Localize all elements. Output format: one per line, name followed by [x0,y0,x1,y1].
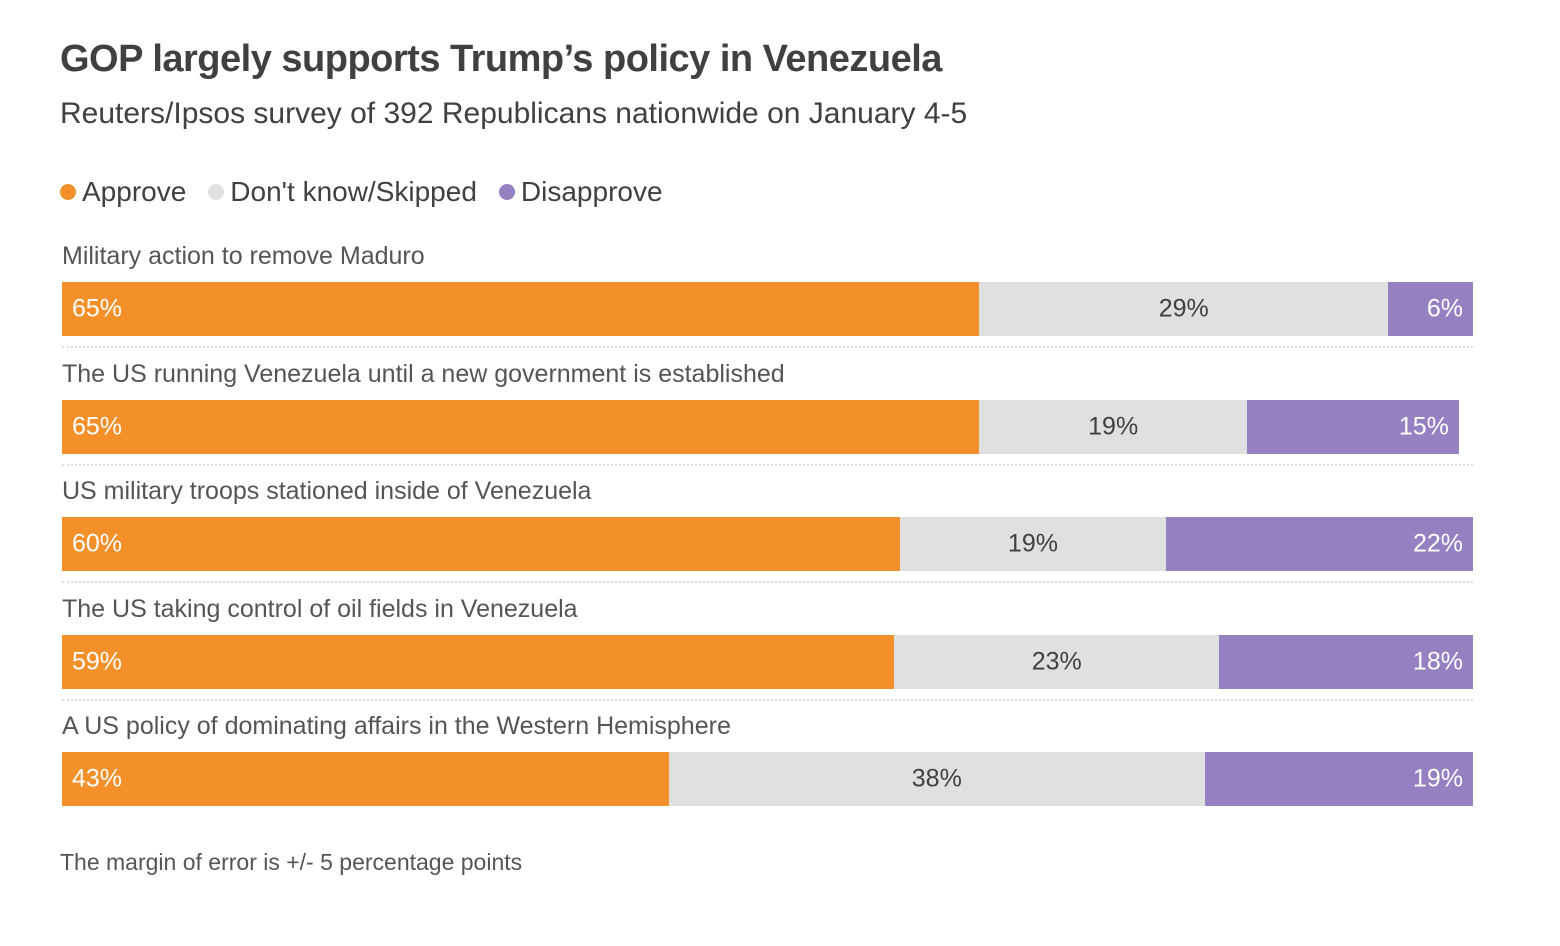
data-label-approve: 65% [72,412,123,440]
category-label: US military troops stationed inside of V… [62,477,592,505]
data-label-disapprove: 19% [1412,764,1463,793]
bar-segment-disapprove: 6% [1388,282,1473,336]
legend-swatch-approve [60,184,76,200]
data-label-approve: 43% [72,764,123,793]
data-label-approve: 59% [72,647,123,675]
stacked-bar: 43% 38% 19% [62,752,1473,806]
row-divider [62,463,1473,466]
chart-title: GOP largely supports Trump’s policy in V… [60,38,942,80]
row-divider [62,698,1473,701]
category-label: The US taking control of oil fields in V… [62,594,578,623]
category-label: Military action to remove Maduro [62,242,425,270]
row-divider [62,346,1473,348]
data-label-disapprove: 18% [1412,647,1463,675]
data-label-disapprove: 22% [1412,529,1464,558]
data-label-approve: 65% [72,294,123,323]
chart-rows: Military action to remove Maduro 65% 29% 6%… [62,240,1474,828]
data-label-dont-know: 29% [1158,294,1209,323]
footnote: The margin of error is +/- 5 percentage … [60,849,523,875]
data-label-dont-know: 23% [1031,647,1082,675]
bar-segment-disapprove: 15% [1247,399,1459,454]
chart-row: The US running Venezuela until a new gov… [62,358,1473,476]
stacked-bar: 65% 29% 6% [62,282,1473,336]
chart-row: US military troops stationed inside of V… [62,475,1474,593]
category-label: The US running Venezuela until a new gov… [62,359,785,388]
legend: Approve Don't know/Skipped Disapprove [60,176,685,208]
bar-segment-dont-know: 19% [900,517,1166,571]
chart-subtitle: Reuters/Ipsos survey of 392 Republicans … [60,97,968,130]
row-divider [62,581,1473,583]
chart-row: The US taking control of oil fields in V… [62,593,1473,711]
bar-segment-approve: 60% [62,517,901,571]
bar-segment-approve: 59% [62,634,895,689]
legend-item-approve: Approve [60,176,186,208]
bar-segment-approve: 65% [62,399,980,454]
bar-segment-dont-know: 38% [668,752,1205,806]
legend-item-dont-know: Don't know/Skipped [208,176,477,208]
bar-segment-approve: 43% [62,752,669,806]
data-label-dont-know: 38% [911,764,962,793]
stacked-bar: 60% 19% 22% [62,517,1474,571]
bar-segment-dont-know: 29% [979,282,1389,336]
stacked-bar: 65% 19% 15% [62,399,1473,454]
bar-segment-disapprove: 18% [1219,634,1473,689]
legend-label-approve: Approve [82,176,187,207]
bar-segment-disapprove: 22% [1165,517,1474,571]
data-label-dont-know: 19% [1007,529,1058,558]
legend-item-disapprove: Disapprove [498,176,663,208]
bar-segment-dont-know: 19% [979,399,1248,454]
chart-row: Military action to remove Maduro 65% 29% 6% [62,240,1473,358]
data-label-dont-know: 19% [1088,412,1139,440]
data-label-disapprove: 6% [1426,294,1463,323]
category-label: A US policy of dominating affairs in the… [62,712,731,740]
data-label-disapprove: 15% [1398,412,1449,440]
bar-segment-disapprove: 19% [1204,752,1473,806]
legend-label-dont-know: Don't know/Skipped [230,176,477,207]
data-label-approve: 60% [72,529,123,558]
legend-swatch-dont-know [208,184,225,200]
chart-row: A US policy of dominating affairs in the… [62,710,1473,828]
bar-segment-dont-know: 23% [894,634,1219,689]
stacked-bar: 59% 23% 18% [62,634,1473,689]
bar-segment-approve: 65% [62,282,980,336]
legend-label-disapprove: Disapprove [520,176,663,207]
legend-swatch-disapprove [498,184,515,200]
